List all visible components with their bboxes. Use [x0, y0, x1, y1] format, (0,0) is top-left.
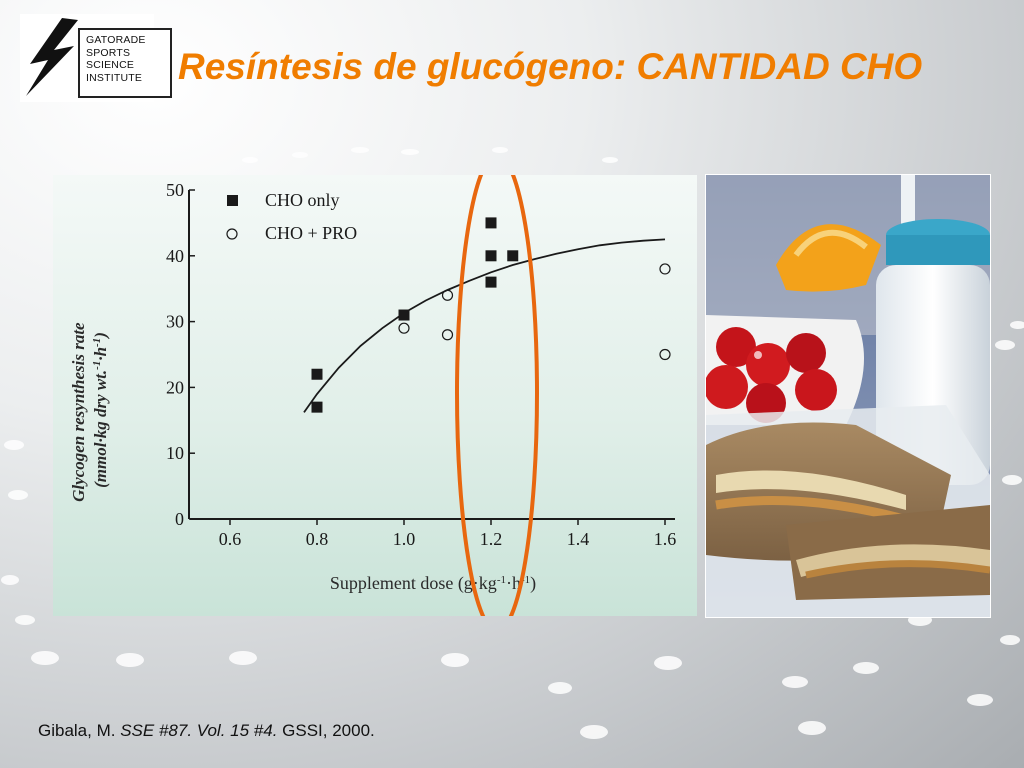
scatter-chart: 0.6 0.8 1.0 1.2 1.4 1.6 0 10 20 30 40 50 CHO only C…: [69, 175, 676, 616]
x-axis-label-sup: -1: [521, 574, 530, 586]
y-tick-label: 10: [166, 443, 184, 463]
point-cho-only: [485, 217, 497, 229]
x-axis-label-sup: -1: [497, 574, 506, 586]
citation-journal: SSE #87. Vol. 15 #4.: [120, 721, 278, 740]
x-axis-label-part: Supplement dose (g·kg: [330, 573, 497, 594]
legend-label-cho-pro: CHO + PRO: [265, 223, 357, 243]
y-tick-label: 0: [175, 509, 184, 529]
x-axis-label-part: ·h: [506, 573, 521, 593]
y-axis-label-part: (mmol·kg dry wt.: [91, 370, 110, 488]
lightning-bolt-icon: [26, 18, 78, 96]
chart-panel: 0.6 0.8 1.0 1.2 1.4 1.6 0 10 20 30 40 50 CHO only C…: [53, 175, 697, 616]
y-axis-label-part: ): [91, 332, 110, 340]
y-axis-label-line-2: (mmol·kg dry wt.-1·h-1): [91, 332, 110, 488]
point-cho-pro: [398, 322, 410, 334]
legend-label-cho-only: CHO only: [265, 190, 340, 210]
citation: Gibala, M. SSE #87. Vol. 15 #4. GSSI, 20…: [38, 721, 375, 741]
legend-marker-cho-only: [227, 195, 238, 206]
x-tick-label: 0.8: [306, 529, 329, 549]
logo-line-2: SPORTS: [86, 46, 131, 59]
citation-publisher: GSSI, 2000.: [282, 721, 375, 740]
x-tick-label: 0.6: [219, 529, 242, 549]
points-layer: [311, 217, 671, 413]
slide-title: Resíntesis de glucógeno: CANTIDAD CHO: [178, 46, 923, 87]
legend-marker-cho-pro: [226, 228, 238, 240]
citation-author: Gibala, M.: [38, 721, 116, 740]
logo-line-1: GATORADE: [86, 34, 146, 46]
x-tick-label: 1.6: [654, 529, 677, 549]
x-tick-label: 1.2: [480, 529, 503, 549]
chart-axes: 0.6 0.8 1.0 1.2 1.4 1.6 0 10 20 30 40 50: [166, 180, 676, 549]
point-cho-pro: [441, 289, 454, 301]
chart-legend: CHO only CHO + PRO: [226, 190, 357, 243]
y-axis-label: Glycogen resynthesis rate (mmol·kg dry w…: [69, 318, 110, 502]
logo-text-box: GATORADE SPORTS SCIENCE INSTITUTE: [78, 28, 172, 98]
logo-line-3: SCIENCE: [86, 59, 135, 71]
fit-curve-layer: [303, 238, 666, 413]
y-axis-label-sup: -1: [91, 361, 103, 370]
x-tick-label: 1.4: [567, 529, 590, 549]
highlight-ellipse: [455, 175, 539, 616]
x-axis-label-part: ): [530, 573, 536, 594]
y-tick-label: 30: [166, 312, 184, 332]
point-cho-only: [311, 368, 323, 380]
x-tick-label: 1.0: [393, 529, 416, 549]
fit-curve-line: [303, 238, 666, 413]
gssi-logo: GATORADE SPORTS SCIENCE INSTITUTE: [20, 14, 172, 102]
y-axis-label-sup: -1: [91, 338, 103, 347]
food-photo-drawing: [706, 175, 990, 617]
logo-line-4: INSTITUTE: [86, 71, 143, 84]
food-lunchbox-photo: [705, 174, 991, 618]
x-axis-label: Supplement dose (g·kg-1·h-1): [330, 573, 536, 594]
y-axis-label-part: ·h: [91, 347, 110, 361]
y-tick-label: 40: [166, 246, 184, 266]
point-cho-only: [485, 250, 497, 262]
point-cho-pro: [659, 348, 671, 361]
point-cho-only: [507, 250, 519, 262]
point-cho-pro: [441, 329, 454, 341]
highlight-layer: [455, 175, 539, 616]
point-cho-only: [311, 401, 323, 413]
y-tick-label: 50: [166, 180, 184, 200]
y-axis-label-line-1: Glycogen resynthesis rate: [69, 322, 88, 502]
y-tick-label: 20: [166, 377, 184, 397]
point-cho-only: [485, 276, 497, 288]
point-cho-only: [398, 309, 410, 321]
point-cho-pro: [659, 263, 671, 275]
